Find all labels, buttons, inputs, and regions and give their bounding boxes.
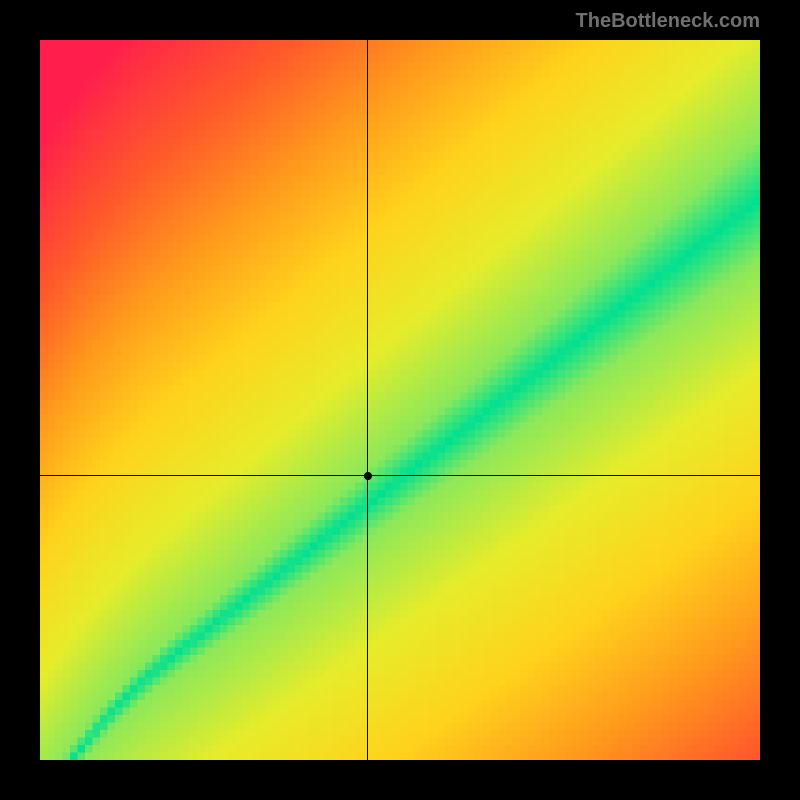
heatmap-canvas xyxy=(40,40,760,760)
watermark-text: TheBottleneck.com xyxy=(576,10,760,33)
crosshair-vertical xyxy=(367,40,368,760)
crosshair-horizontal xyxy=(40,475,760,476)
chart-frame: TheBottleneck.com xyxy=(0,0,800,800)
crosshair-marker xyxy=(364,472,372,480)
